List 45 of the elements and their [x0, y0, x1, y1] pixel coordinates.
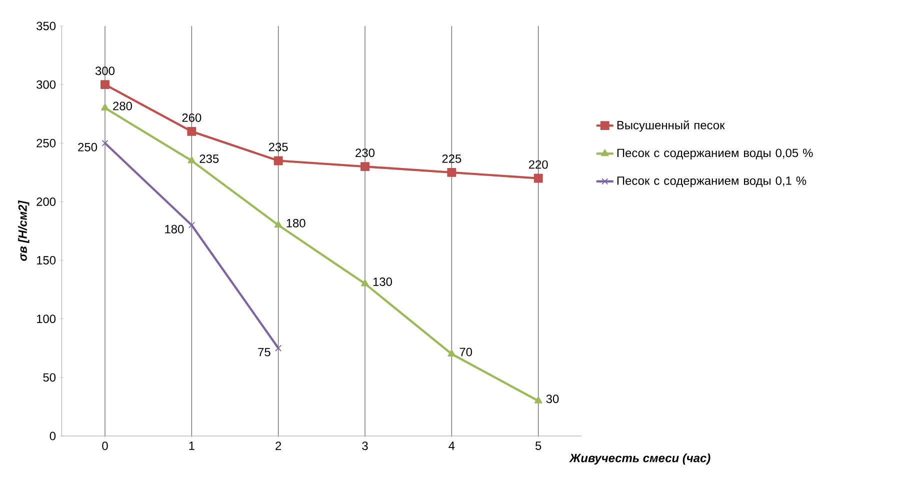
data-label: 180: [286, 218, 306, 228]
point: [447, 168, 456, 177]
data-label: 75: [258, 348, 270, 356]
x-axis-title: Живучесть смеси (час): [569, 453, 710, 465]
data-label: 130: [373, 277, 392, 286]
y-tick-label: 100: [36, 314, 56, 324]
data-label: 280: [113, 102, 132, 110]
point: [275, 344, 282, 352]
y-tick-label: 150: [36, 256, 56, 265]
x-tick-label: 4: [448, 442, 455, 450]
data-label: 30: [546, 394, 559, 404]
point: [274, 220, 282, 228]
point: [101, 104, 109, 110]
point: [102, 140, 108, 146]
point: [188, 222, 195, 228]
point: [534, 174, 543, 183]
point: [448, 350, 456, 356]
x-tick-label: 2: [276, 442, 282, 450]
y-tick-label: 0: [50, 432, 56, 440]
x-tick-label: 0: [102, 442, 108, 450]
legend-label: Песок с содержанием воды 0,05 %: [617, 148, 813, 160]
point: [361, 279, 369, 286]
y-axis-title: σв [Н/см2]: [18, 200, 30, 261]
x-tick-label: 1: [189, 442, 194, 450]
legend-label: Высушенный песок: [617, 120, 725, 132]
y-tick-label: 250: [36, 138, 56, 148]
data-label: 250: [78, 142, 98, 152]
y-tick-label: 350: [36, 22, 56, 30]
point: [100, 80, 110, 90]
legend-label: Песок с содержанием воды 0,1 %: [617, 176, 806, 188]
data-label: 235: [200, 154, 219, 163]
point: [274, 156, 283, 166]
x-tick-label: 5: [535, 442, 542, 450]
point: [360, 162, 370, 172]
data-label: 300: [95, 66, 115, 76]
data-label: 70: [460, 348, 472, 356]
point: [188, 156, 196, 164]
x-tick-label: 3: [362, 442, 368, 450]
point: [534, 396, 542, 404]
y-tick-label: 300: [36, 80, 56, 89]
data-label: 230: [356, 148, 375, 158]
y-tick-label: 200: [36, 197, 56, 206]
y-tick-label: 50: [43, 373, 56, 382]
point: [187, 126, 196, 136]
data-label: 180: [165, 224, 184, 234]
